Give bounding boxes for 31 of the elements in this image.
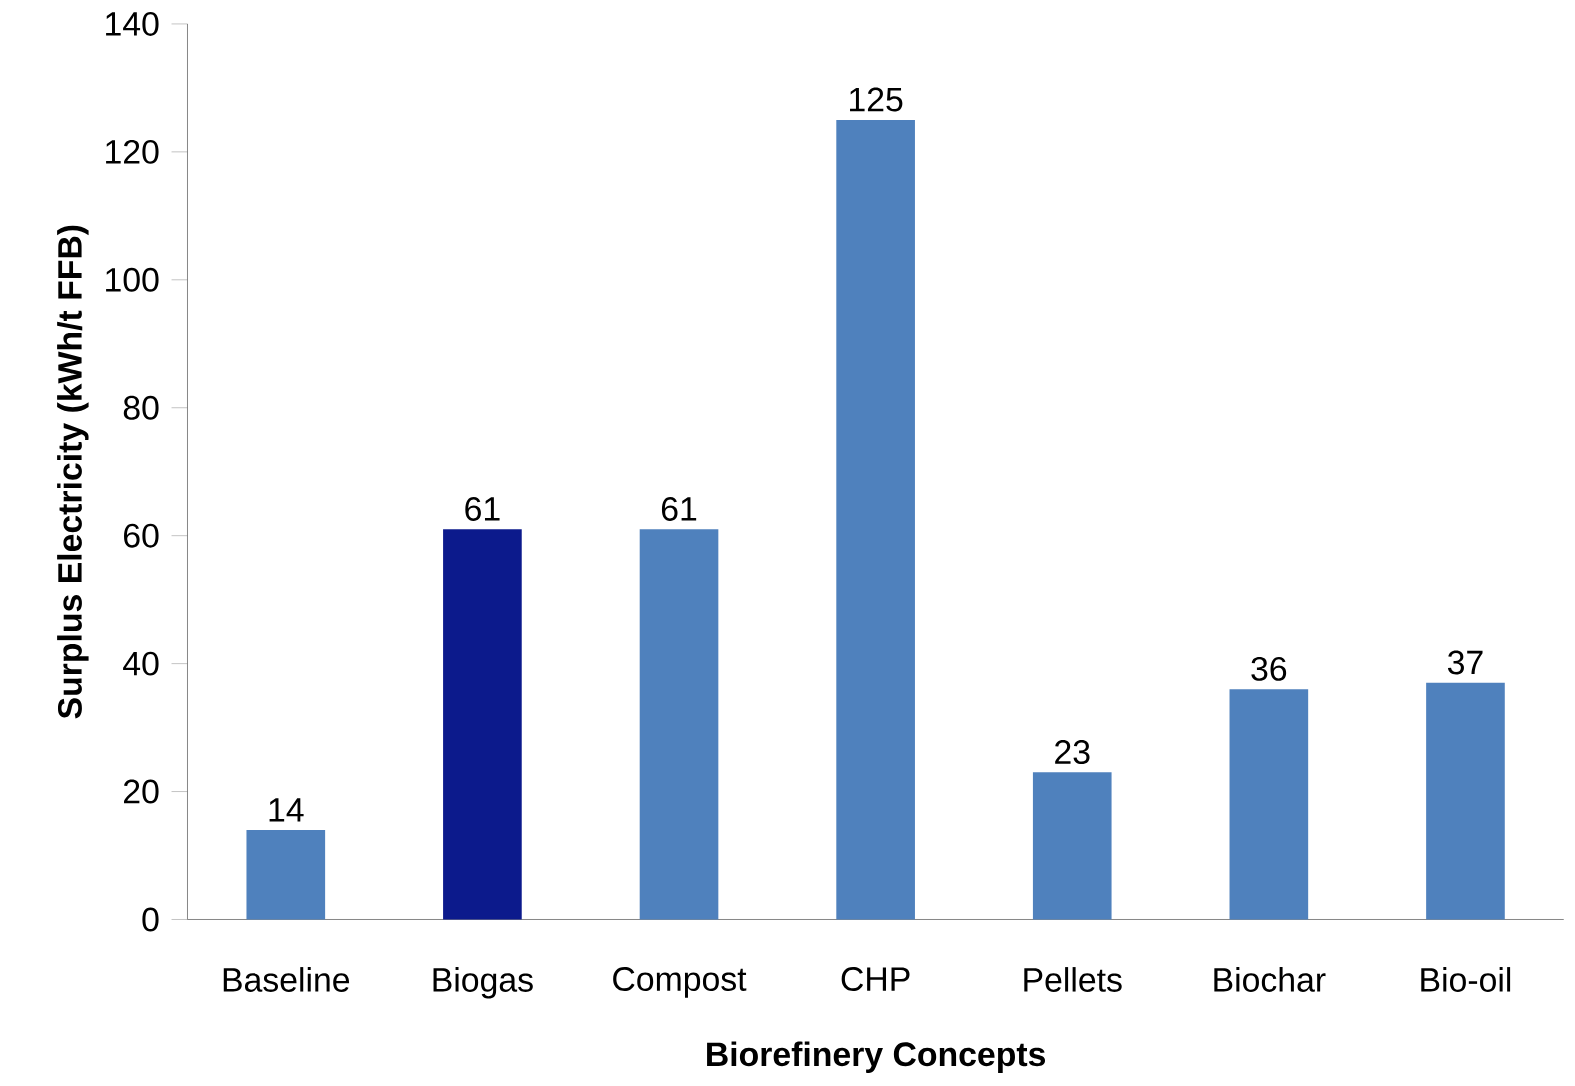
data-label: 23 bbox=[1055, 740, 1090, 764]
x-tick-label: Baseline bbox=[223, 967, 350, 992]
x-tick-label: CHP bbox=[841, 967, 910, 991]
bar bbox=[1032, 772, 1112, 920]
y-tick-label: 80 bbox=[123, 395, 159, 420]
bar bbox=[639, 529, 719, 920]
y-tick-label: 40 bbox=[123, 651, 159, 676]
y-tick-label: 100 bbox=[106, 267, 159, 292]
data-label: 37 bbox=[1447, 650, 1483, 675]
bar bbox=[836, 119, 915, 920]
data-label: 36 bbox=[1251, 656, 1287, 681]
data-label: 61 bbox=[465, 496, 500, 521]
y-tick-label: 20 bbox=[124, 779, 159, 804]
data-label: 125 bbox=[850, 87, 903, 112]
x-tick-label: Biochar bbox=[1214, 967, 1326, 992]
bar bbox=[1426, 682, 1505, 920]
x-tick-label: Biogas bbox=[433, 967, 533, 999]
bar bbox=[443, 529, 522, 920]
bar bbox=[1229, 689, 1309, 920]
x-tick-label: Bio-oil bbox=[1421, 967, 1511, 992]
x-tick-label: Compost bbox=[613, 967, 747, 998]
x-tick-label: Pellets bbox=[1024, 967, 1122, 992]
y-tick-label: 120 bbox=[106, 139, 159, 164]
x-axis-title: Biorefinery Concepts bbox=[707, 1041, 1046, 1073]
data-label: 61 bbox=[661, 496, 697, 521]
y-tick-label: 60 bbox=[124, 523, 159, 548]
y-axis-title: Surplus Electricity (kWh/t FFB) bbox=[57, 225, 89, 719]
data-label: 14 bbox=[269, 798, 304, 822]
y-tick-label: 0 bbox=[142, 907, 159, 932]
y-tick-label: 140 bbox=[106, 11, 159, 36]
bar bbox=[246, 829, 326, 920]
